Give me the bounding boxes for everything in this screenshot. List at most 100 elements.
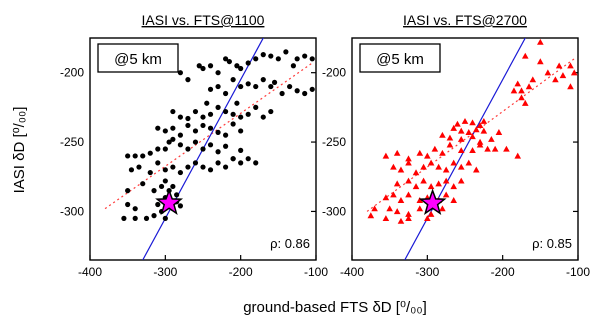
data-point [397, 197, 405, 203]
data-point [151, 213, 157, 219]
data-point [416, 197, 424, 203]
axis-ticks: -400 -300 -200 -100 -300 -250 -200 [60, 66, 328, 279]
data-point [302, 90, 308, 97]
data-point [260, 77, 266, 83]
data-point [457, 127, 465, 134]
data-point [480, 117, 488, 124]
altitude-annotation: @5 km [114, 51, 162, 68]
data-point [427, 159, 435, 166]
data-point [442, 191, 450, 198]
data-point [204, 100, 210, 106]
data-point [424, 152, 431, 159]
data-point [382, 152, 390, 159]
fit-line [104, 62, 313, 210]
data-point [223, 164, 229, 170]
data-point [185, 146, 191, 152]
data-point [393, 180, 401, 187]
panel-fts-1100: IASI vs. FTS@1100 -400 -300 -200 -100 -300 -2… [60, 12, 328, 279]
data-point [450, 183, 457, 190]
data-point [491, 145, 499, 152]
data-point [192, 128, 199, 134]
one-to-one-line [404, 38, 526, 260]
data-point [230, 121, 236, 127]
data-point [185, 115, 191, 122]
x-tick-label: -300 [153, 265, 177, 279]
data-point [253, 104, 259, 110]
data-point [223, 108, 229, 115]
data-point [234, 100, 240, 106]
data-point [155, 125, 161, 131]
data-point [290, 63, 296, 69]
data-point [480, 127, 488, 134]
data-point [132, 215, 138, 221]
data-point [559, 72, 567, 79]
data-point [521, 99, 529, 106]
data-point [431, 145, 439, 152]
data-point [424, 215, 431, 222]
data-point [253, 56, 259, 62]
data-point [170, 125, 176, 131]
data-point [412, 169, 420, 176]
data-point [268, 108, 274, 115]
x-tick-label: -300 [415, 265, 439, 279]
data-point [147, 169, 153, 176]
data-point [473, 166, 480, 173]
data-point [397, 217, 405, 224]
data-point [200, 146, 206, 152]
data-point [446, 141, 454, 148]
y-tick-label: -250 [322, 135, 346, 149]
data-point [207, 111, 214, 117]
data-point [170, 164, 176, 170]
panel-fts-2700: IASI vs. FTS@2700 -400 -300 -200 -100 -300 -2… [322, 12, 590, 279]
data-point [207, 63, 214, 69]
data-point [170, 108, 176, 115]
data-point [155, 201, 161, 208]
data-point [567, 62, 574, 69]
data-point [215, 160, 221, 166]
data-point [132, 153, 138, 159]
data-point [495, 129, 503, 135]
data-point [525, 83, 533, 90]
data-point [162, 215, 168, 221]
data-point [245, 81, 251, 87]
data-point [405, 159, 412, 166]
data-point [457, 135, 465, 142]
reference-lines [366, 38, 575, 260]
data-point [268, 53, 274, 59]
data-point [390, 191, 397, 198]
data-point [302, 53, 308, 59]
data-point [192, 139, 199, 145]
data-point [405, 210, 412, 217]
data-point [125, 188, 131, 194]
data-point [177, 132, 183, 138]
data-point [200, 122, 206, 129]
x-tick-label: -400 [78, 265, 102, 279]
correlation-label: ρ: 0.85 [532, 236, 572, 251]
data-point [393, 208, 401, 215]
data-point [469, 147, 476, 154]
data-point [140, 181, 146, 187]
mean-star [418, 188, 447, 215]
annotation-box [359, 43, 441, 73]
one-to-one-line [142, 38, 264, 260]
data-point [461, 117, 469, 124]
data-point [405, 155, 412, 162]
data-point [427, 183, 435, 190]
data-point [170, 136, 176, 142]
data-point [223, 90, 229, 97]
data-point [283, 49, 289, 55]
data-point [158, 183, 165, 190]
data-point [245, 60, 251, 66]
y-tick-label: -300 [60, 204, 84, 218]
data-point [238, 65, 244, 72]
data-point [140, 153, 146, 159]
data-point [518, 94, 525, 101]
star-marker [418, 188, 447, 215]
data-point [287, 83, 293, 90]
data-point [155, 160, 161, 166]
data-point [439, 205, 446, 212]
data-point [271, 79, 278, 85]
data-point [215, 104, 221, 110]
data-point [177, 114, 183, 120]
data-point [405, 191, 412, 198]
